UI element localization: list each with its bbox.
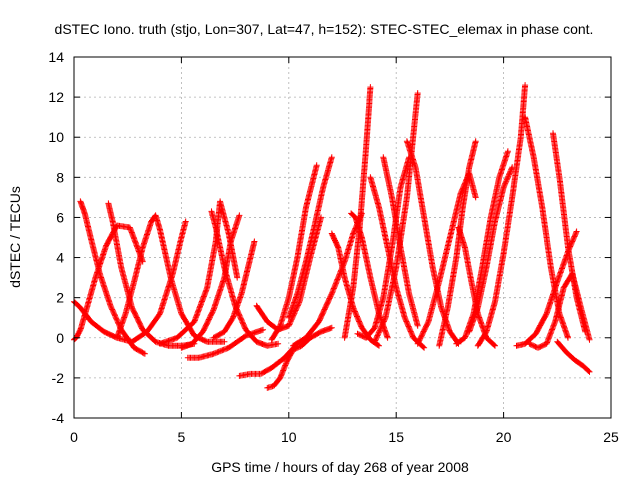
y-tick-label: 4 [56,250,64,266]
data-point-markers [403,138,462,347]
data-point-markers [264,324,335,391]
satellite-arc [403,138,462,347]
satellite-arc [264,324,335,391]
satellite-arc [466,164,516,335]
y-axis-label: dSTEC / TECUs [7,186,23,288]
data-point-markers [341,84,374,341]
x-tick-label: 25 [603,429,619,445]
satellite-arc [414,170,479,347]
data-point-markers [380,154,421,329]
y-tick-label: -2 [52,370,65,386]
y-tick-label: 12 [48,89,64,105]
satellite-arc [550,130,589,335]
y-tick-label: 8 [56,169,64,185]
chart-title: dSTEC Iono. truth (stjo, Lon=307, Lat=47… [55,21,594,37]
data-point-markers [208,208,282,349]
satellite-arc [178,212,243,351]
x-tick-label: 20 [496,429,512,445]
satellite-arc [208,208,282,349]
satellite-arc [253,214,324,333]
satellite-arc [210,238,258,341]
x-tick-label: 10 [281,429,297,445]
data-point-markers [474,82,529,349]
data-point-markers [253,214,324,333]
plot-frame [73,56,612,419]
satellite-arc [184,326,266,361]
axis-ticks: 0 5 10 15 20 25 -4 -2 0 2 4 6 8 10 12 14 [48,49,619,445]
data-series [71,82,593,391]
data-point-markers [178,212,243,351]
satellite-arc [554,338,593,375]
data-point-markers [414,170,479,347]
grid [74,57,611,418]
y-tick-label: -4 [52,410,65,426]
y-tick-label: 10 [48,129,64,145]
satellite-arc [290,210,365,349]
data-point-markers [522,114,571,341]
satellite-arc [474,82,529,349]
satellite-arc [285,154,335,321]
data-point-markers [285,154,335,321]
data-point-markers [268,162,320,343]
data-point-markers [210,238,258,341]
data-point-markers [367,174,428,351]
y-tick-label: 2 [56,290,64,306]
satellite-arc [380,154,421,329]
data-point-markers [466,164,516,335]
satellite-arc [268,162,320,343]
y-tick-label: 14 [48,49,64,65]
y-tick-label: 0 [56,330,64,346]
data-point-markers [290,210,365,349]
x-axis-label: GPS time / hours of day 268 of year 2008 [211,459,469,475]
data-point-markers [105,200,198,349]
data-point-markers [550,130,589,335]
x-tick-label: 0 [70,429,78,445]
satellite-arc [341,84,374,341]
satellite-arc [105,200,198,349]
satellite-arc [367,174,428,351]
x-tick-label: 15 [388,429,404,445]
data-point-markers [184,326,266,361]
satellite-arc [522,114,571,341]
x-tick-label: 5 [178,429,186,445]
data-point-markers [554,338,593,375]
y-tick-label: 6 [56,209,64,225]
